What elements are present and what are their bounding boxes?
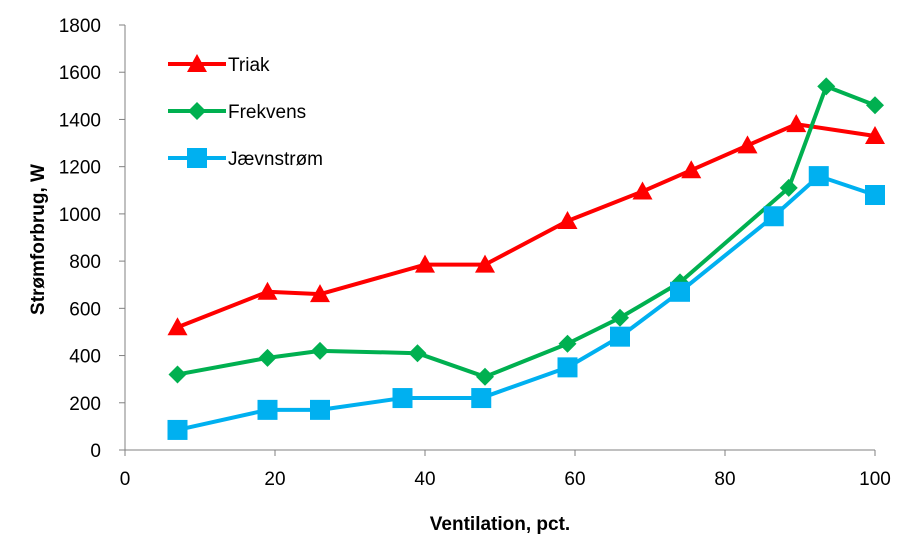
- data-point-square: [670, 281, 690, 302]
- legend-marker: [188, 102, 206, 120]
- data-point-square: [257, 399, 278, 420]
- series-layer: [167, 77, 885, 440]
- data-point-diamond: [611, 308, 629, 327]
- legend-label: Triak: [228, 55, 270, 76]
- data-point-triangle: [786, 114, 807, 133]
- series-line: [177, 84, 876, 379]
- legend-label: Frekvens: [228, 102, 306, 123]
- data-point-triangle: [310, 284, 330, 303]
- data-point-triangle: [865, 125, 885, 144]
- y-tick-label: 1400: [59, 110, 101, 131]
- data-point-square: [167, 419, 188, 440]
- x-tick-label: 40: [414, 469, 435, 490]
- y-tick-label: 1600: [59, 63, 101, 84]
- series-jævnstrøm: [167, 166, 885, 440]
- x-tick-label: 100: [859, 469, 891, 490]
- data-point-square: [471, 388, 492, 409]
- data-point-diamond: [476, 367, 494, 386]
- y-tick-label: 200: [69, 394, 101, 415]
- data-point-triangle: [737, 135, 758, 154]
- data-point-triangle: [557, 210, 578, 229]
- x-tick-label: 80: [714, 469, 735, 490]
- x-tick-label: 60: [564, 469, 585, 490]
- data-point-diamond: [866, 96, 884, 115]
- data-point-triangle: [415, 254, 435, 273]
- data-point-square: [610, 326, 630, 347]
- data-point-triangle: [681, 160, 702, 179]
- data-point-diamond: [311, 341, 329, 360]
- data-point-square: [865, 185, 885, 205]
- y-axis-title: Strømforbrug, W: [28, 164, 49, 315]
- y-tick-label: 1200: [59, 158, 101, 179]
- legend-item: Triak: [168, 54, 270, 76]
- data-point-triangle: [167, 317, 188, 336]
- data-point-diamond: [779, 178, 798, 197]
- data-point-square: [763, 206, 784, 227]
- data-point-diamond: [258, 348, 277, 367]
- data-point-triangle: [475, 254, 495, 273]
- legend: Triak Frekvens Jævnstrøm: [168, 54, 323, 170]
- data-point-square: [392, 388, 413, 409]
- legend-marker: [187, 148, 207, 168]
- data-point-diamond: [817, 77, 836, 96]
- data-point-square: [808, 166, 829, 187]
- x-tick-label: 20: [264, 469, 285, 490]
- data-point-square: [557, 357, 578, 378]
- y-tick-label: 800: [69, 252, 101, 273]
- y-tick-label: 1800: [59, 16, 101, 37]
- x-axis-title: Ventilation, pct.: [430, 514, 570, 535]
- y-tick-label: 1000: [59, 205, 101, 226]
- data-point-diamond: [168, 365, 187, 384]
- y-tick-label: 400: [69, 347, 101, 368]
- legend-item: Jævnstrøm: [168, 148, 323, 170]
- legend-marker: [187, 54, 207, 72]
- series-frekvens: [168, 77, 884, 386]
- y-tick-label: 600: [69, 299, 101, 320]
- data-point-diamond: [558, 334, 577, 353]
- data-point-triangle: [632, 181, 653, 200]
- y-tick-label: 0: [90, 441, 101, 462]
- data-point-triangle: [257, 281, 278, 300]
- data-point-square: [310, 399, 330, 420]
- legend-label: Jævnstrøm: [228, 149, 323, 170]
- legend-item: Frekvens: [168, 102, 306, 123]
- data-point-diamond: [408, 344, 427, 363]
- series-triak: [167, 114, 885, 336]
- x-tick-label: 0: [120, 469, 131, 490]
- axes: 0 200 400 600 800 1000 1200 1400 1600 1800 0 20 40 60…: [59, 16, 891, 490]
